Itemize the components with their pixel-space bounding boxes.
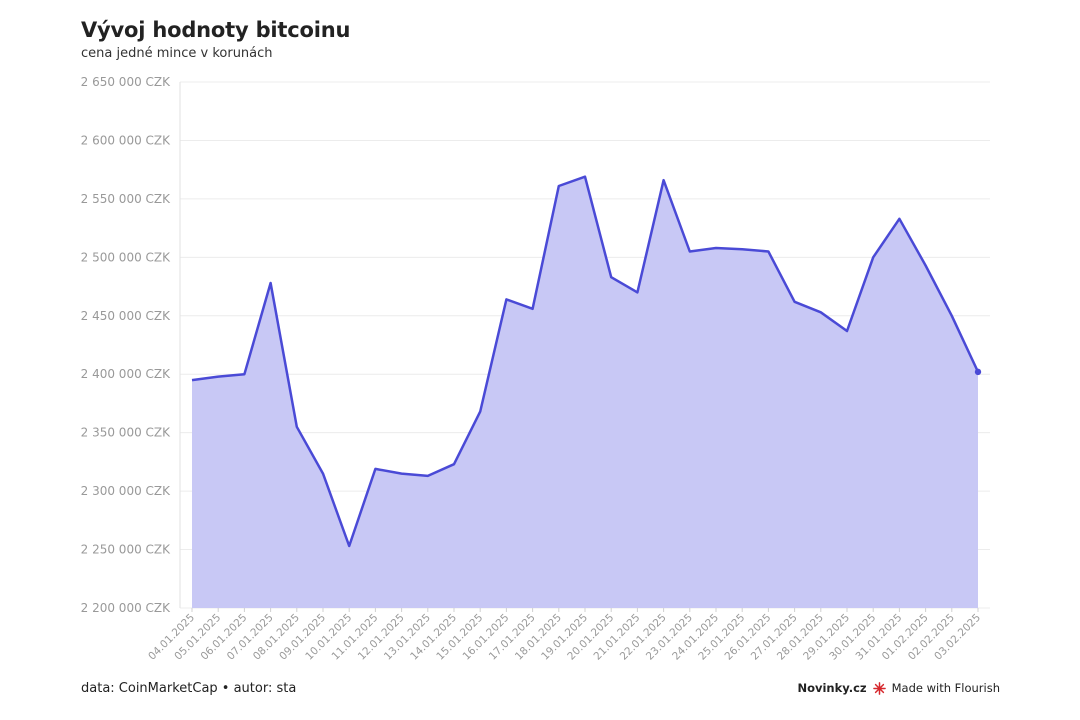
flourish-icon (872, 681, 886, 695)
y-tick-label: 2 200 000 CZK (81, 601, 171, 615)
y-tick-label: 2 500 000 CZK (81, 250, 171, 264)
chart-title: Vývoj hodnoty bitcoinu (81, 18, 351, 42)
area-chart: 2 200 000 CZK 2 250 000 CZK 2 300 000 CZK 2… (81, 75, 990, 663)
brand-logo[interactable]: Novinky.cz (797, 681, 867, 695)
footer-branding: Novinky.cz Made with Flourish (797, 681, 1000, 695)
y-tick-label: 2 300 000 CZK (81, 484, 171, 498)
y-tick-label: 2 400 000 CZK (81, 367, 171, 381)
y-tick-label: 2 350 000 CZK (81, 426, 171, 440)
y-tick-label: 2 550 000 CZK (81, 192, 171, 206)
series-line (191, 175, 980, 548)
made-with-flourish-link[interactable]: Made with Flourish (891, 681, 1000, 695)
chart-subtitle: cena jedné mince v korunách (81, 46, 273, 61)
y-tick-label: 2 650 000 CZK (81, 75, 171, 89)
y-tick-label: 2 600 000 CZK (81, 133, 171, 147)
y-tick-label: 2 250 000 CZK (81, 543, 171, 557)
area-fill (192, 176, 978, 608)
data-point (974, 368, 982, 376)
y-tick-label: 2 450 000 CZK (81, 309, 171, 323)
source-credit: data: CoinMarketCap • autor: sta (81, 681, 297, 696)
